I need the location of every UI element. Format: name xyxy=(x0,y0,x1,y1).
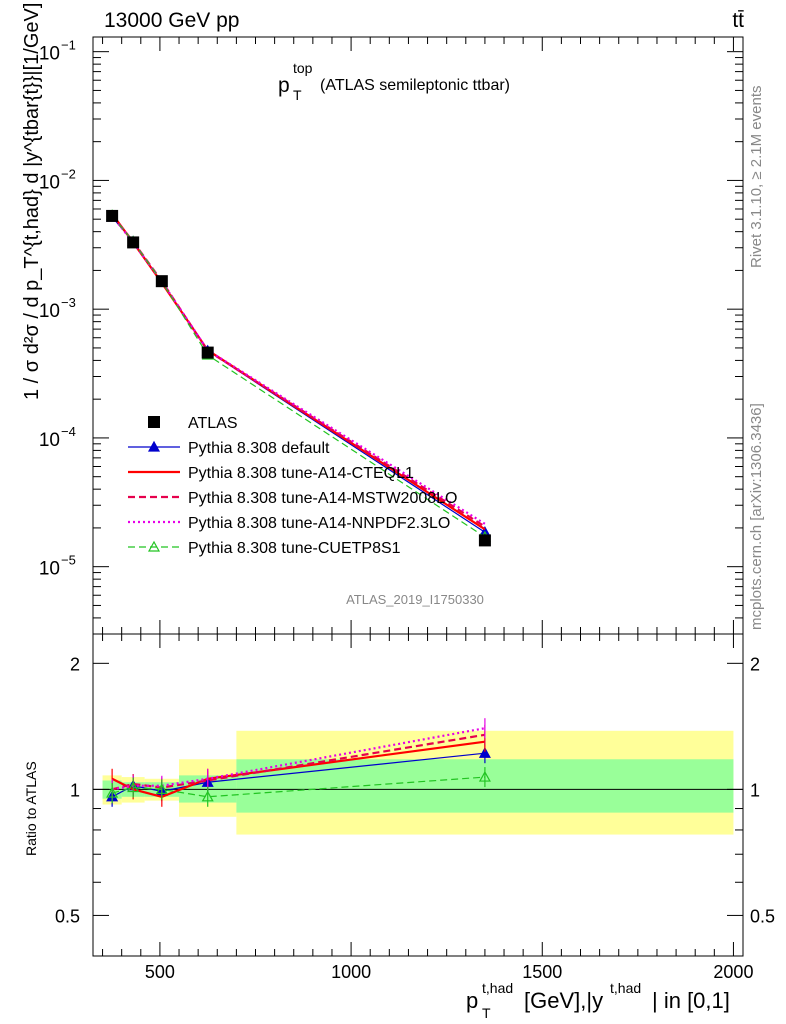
y-tick-exponent: −3 xyxy=(61,295,76,310)
atlas-data-point xyxy=(106,209,119,222)
plot-title: p top T (ATLAS semileptonic ttbar) xyxy=(278,60,510,103)
xlabel-sup: t,had xyxy=(482,980,513,996)
legend-label-mstw: Pythia 8.308 tune-A14-MSTW2008LO xyxy=(188,490,457,507)
x-tick-label: 1000 xyxy=(331,962,371,982)
legend-label-default: Pythia 8.308 default xyxy=(188,440,330,457)
y-tick-label: 10 xyxy=(39,44,60,65)
legend: ATLAS Pythia 8.308 default Pythia 8.308 tu… xyxy=(128,415,457,557)
y-tick-label: 10 xyxy=(39,172,60,193)
x-axis-label: p T t,had [GeV],|y t,had | in [0,1] xyxy=(466,980,730,1021)
title-base: p xyxy=(278,74,290,97)
atlas-data-point xyxy=(478,534,491,547)
legend-marker-cuetp8s1 xyxy=(147,540,161,552)
header-left: 13000 GeV pp xyxy=(104,9,239,32)
xlabel-mid: [GeV],|y xyxy=(524,988,603,1013)
x-tick-label: 1500 xyxy=(522,962,562,982)
ratio-y-label: Ratio to ATLAS xyxy=(23,761,39,856)
series-lines xyxy=(106,209,491,807)
ratio-y-tick-label-right: 1 xyxy=(750,780,760,800)
ratio-y-tick-label: 2 xyxy=(70,654,80,674)
title-rest: (ATLAS semileptonic ttbar) xyxy=(320,77,510,94)
ratio-point-cuetp8s1 xyxy=(106,786,119,798)
y-tick-label: 10 xyxy=(39,301,60,322)
y-tick-exponent: −2 xyxy=(61,166,76,181)
ratio-point-cuetp8s1 xyxy=(127,781,140,793)
ratio-point-cuetp8s1 xyxy=(201,790,214,802)
ratio-y-tick-label: 0.5 xyxy=(55,906,80,926)
ratio-point-cuetp8s1 xyxy=(155,783,168,794)
legend-label-atlas: ATLAS xyxy=(188,415,238,432)
ratio-y-tick-label-right: 2 xyxy=(750,654,760,674)
mcplots-label: mcplots.cern.ch [arXiv:1306.3436] xyxy=(748,403,765,630)
title-sub: T xyxy=(293,87,302,103)
y-tick-exponent: −1 xyxy=(61,38,76,53)
legend-marker-atlas xyxy=(148,416,160,428)
legend-marker-default xyxy=(147,440,161,452)
ratio-y-tick-label-right: 0.5 xyxy=(750,906,775,926)
header-right: tt̄ xyxy=(732,9,744,32)
analysis-label: ATLAS_2019_I1750330 xyxy=(346,592,484,607)
title-sup: top xyxy=(293,60,313,76)
xlabel-end: | in [0,1] xyxy=(652,988,730,1013)
atlas-data-point xyxy=(201,346,214,359)
legend-label-cuetp8s1: Pythia 8.308 tune-CUETP8S1 xyxy=(188,540,401,557)
ratio-point-default xyxy=(478,746,491,758)
atlas-data-point xyxy=(127,236,140,249)
y-tick-label: 10 xyxy=(39,430,60,451)
main-line-cteql1 xyxy=(111,213,486,531)
xlabel-p: p xyxy=(466,988,478,1013)
ratio-y-tick-label: 1 xyxy=(70,780,80,800)
atlas-data-point xyxy=(155,275,168,288)
xlabel-sub: T xyxy=(482,1005,491,1021)
main-y-label: 1 / σ d²σ / d p_T^{t,had} d |y^{tbar{t}}… xyxy=(21,3,43,400)
y-tick-exponent: −5 xyxy=(61,553,76,568)
y-tick-exponent: −4 xyxy=(61,424,76,439)
rivet-label: Rivet 3.1.10, ≥ 2.1M events xyxy=(748,86,765,269)
legend-label-nnpdf: Pythia 8.308 tune-A14-NNPDF2.3LO xyxy=(188,515,450,532)
x-tick-label: 500 xyxy=(145,962,175,982)
ratio-point-cuetp8s1 xyxy=(478,770,491,782)
y-tick-label: 10 xyxy=(39,559,60,580)
x-tick-label: 2000 xyxy=(713,962,753,982)
legend-label-cteql1: Pythia 8.308 tune-A14-CTEQL1 xyxy=(188,465,414,482)
axes-frames xyxy=(92,36,744,957)
main-line-default xyxy=(111,216,486,533)
ratio-frame xyxy=(92,633,744,957)
xlabel-sup2: t,had xyxy=(610,980,641,996)
